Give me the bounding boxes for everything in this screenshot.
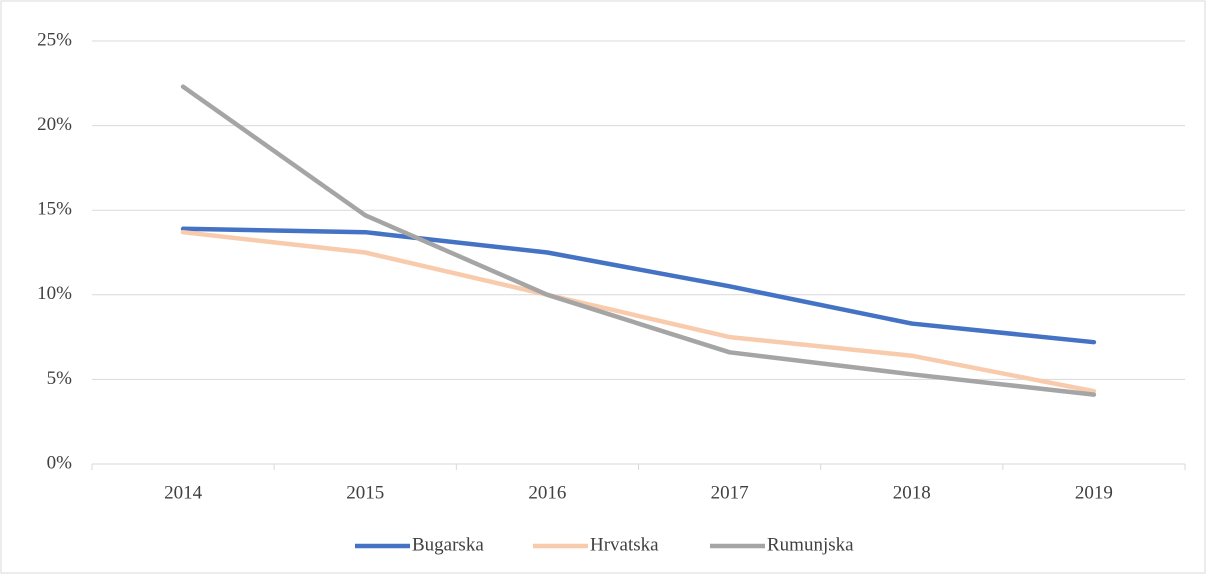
y-tick-label: 0% [47,452,73,473]
y-tick-label: 15% [37,199,72,220]
legend-label: Bugarska [412,534,484,555]
x-tick-label: 2015 [346,482,384,503]
series-line [180,229,1097,394]
y-tick-label: 10% [37,283,72,304]
y-tick-label: 25% [37,29,72,50]
x-tick-label: 2016 [528,482,566,503]
x-tick-label: 2019 [1075,482,1113,503]
x-tick-label: 2014 [164,482,203,503]
series-line [180,226,1097,345]
y-tick-label: 5% [47,368,73,389]
x-tick-label: 2017 [711,482,749,503]
x-tick-label: 2018 [893,482,931,503]
legend-label: Hrvatska [590,534,659,555]
y-tick-label: 20% [37,114,72,135]
series-line [180,84,1097,397]
legend-label: Rumunjska [767,534,854,555]
